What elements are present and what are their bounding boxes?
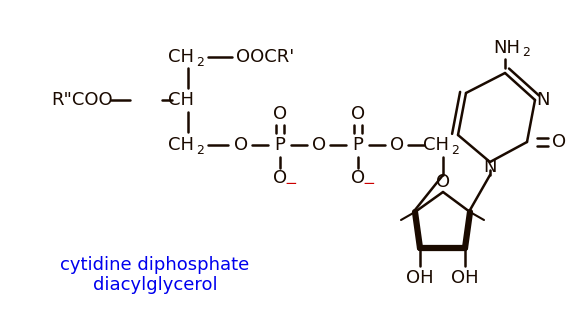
Text: O: O xyxy=(351,105,365,123)
Text: CH: CH xyxy=(168,91,194,109)
Text: 2: 2 xyxy=(196,144,204,156)
Text: OOCR': OOCR' xyxy=(236,48,294,66)
Text: O: O xyxy=(273,169,287,187)
Text: cytidine diphosphate: cytidine diphosphate xyxy=(60,256,250,274)
Text: O: O xyxy=(273,105,287,123)
Text: NH: NH xyxy=(493,39,520,57)
Text: CH: CH xyxy=(423,136,449,154)
Text: CH: CH xyxy=(168,136,194,154)
Text: −: − xyxy=(285,175,297,191)
Text: OH: OH xyxy=(406,269,434,287)
Text: N: N xyxy=(536,91,550,109)
Text: CH: CH xyxy=(168,48,194,66)
Text: N: N xyxy=(483,158,497,176)
Text: O: O xyxy=(390,136,404,154)
Text: O: O xyxy=(234,136,248,154)
Text: O: O xyxy=(552,133,566,151)
Text: P: P xyxy=(353,136,363,154)
Text: P: P xyxy=(275,136,285,154)
Text: OH: OH xyxy=(451,269,479,287)
Text: −: − xyxy=(363,175,376,191)
Text: R"COO: R"COO xyxy=(51,91,113,109)
Text: 2: 2 xyxy=(196,55,204,69)
Text: O: O xyxy=(436,173,450,191)
Text: 2: 2 xyxy=(451,144,459,156)
Text: diacylglycerol: diacylglycerol xyxy=(93,276,217,294)
Text: 2: 2 xyxy=(522,47,530,59)
Text: O: O xyxy=(312,136,326,154)
Text: O: O xyxy=(351,169,365,187)
